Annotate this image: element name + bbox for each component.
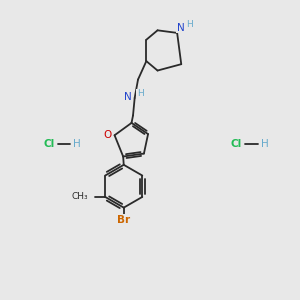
Text: Br: Br <box>117 214 130 224</box>
Text: Cl: Cl <box>231 139 242 149</box>
Text: N: N <box>124 92 132 101</box>
Text: Cl: Cl <box>43 139 55 149</box>
Text: H: H <box>186 20 193 29</box>
Text: CH₃: CH₃ <box>72 192 88 201</box>
Text: O: O <box>103 130 112 140</box>
Text: H: H <box>73 139 81 149</box>
Text: N: N <box>177 22 184 33</box>
Text: H: H <box>137 89 143 98</box>
Text: H: H <box>261 139 268 149</box>
